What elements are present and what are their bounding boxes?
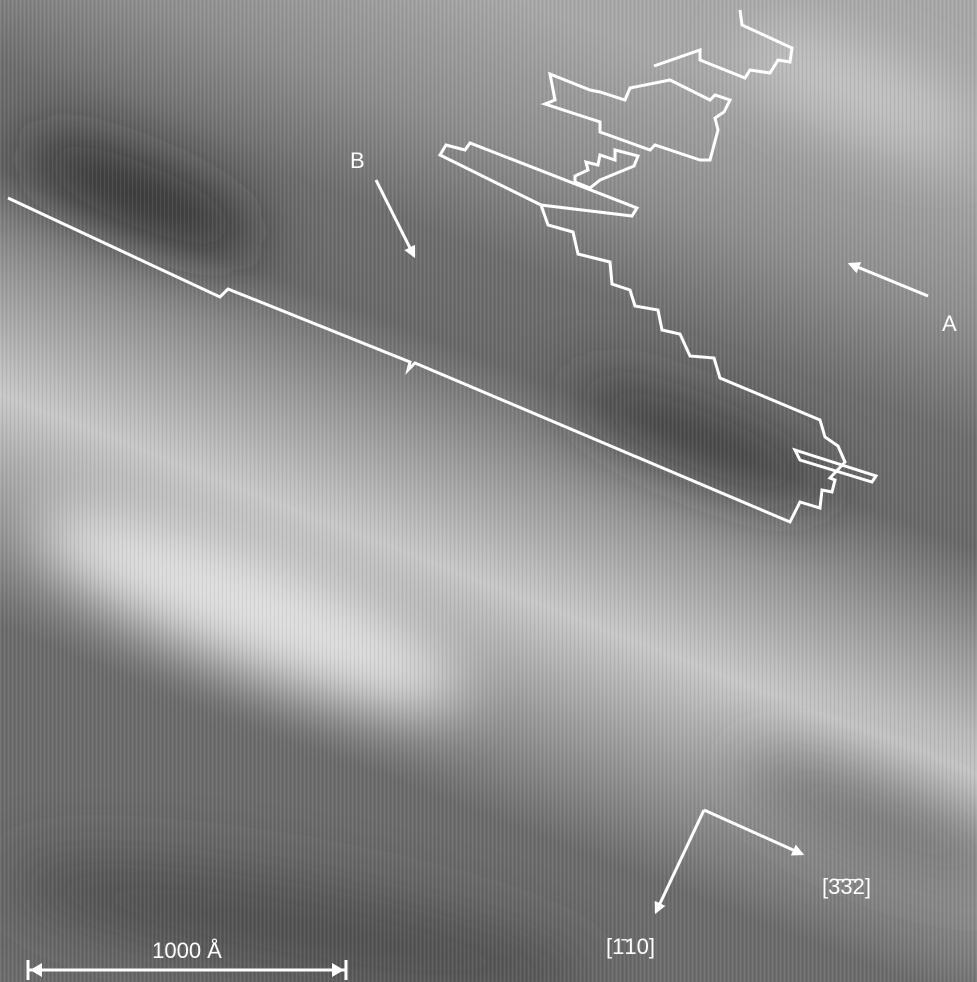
- stm-image: B A [1̄10] [3̄3̄2] 1000 Å: [0, 0, 977, 982]
- scale-label: 1000 Å: [152, 938, 222, 963]
- label-b: B: [350, 148, 365, 173]
- label-a: A: [942, 311, 957, 336]
- direction-label: [1̄10]: [606, 934, 655, 959]
- direction-label: [3̄3̄2]: [822, 874, 871, 899]
